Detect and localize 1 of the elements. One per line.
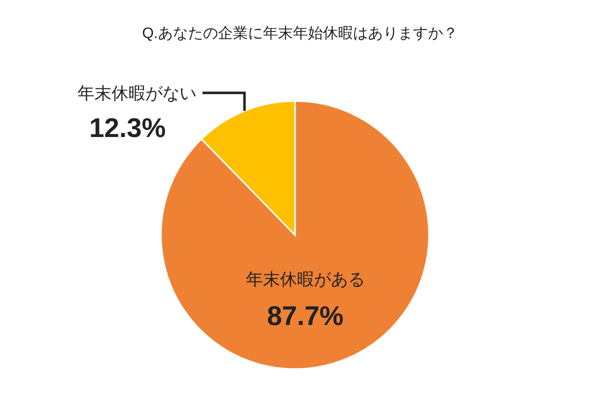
title: Q.あなたの企業に年末年始休暇はありますか？ (142, 25, 458, 42)
